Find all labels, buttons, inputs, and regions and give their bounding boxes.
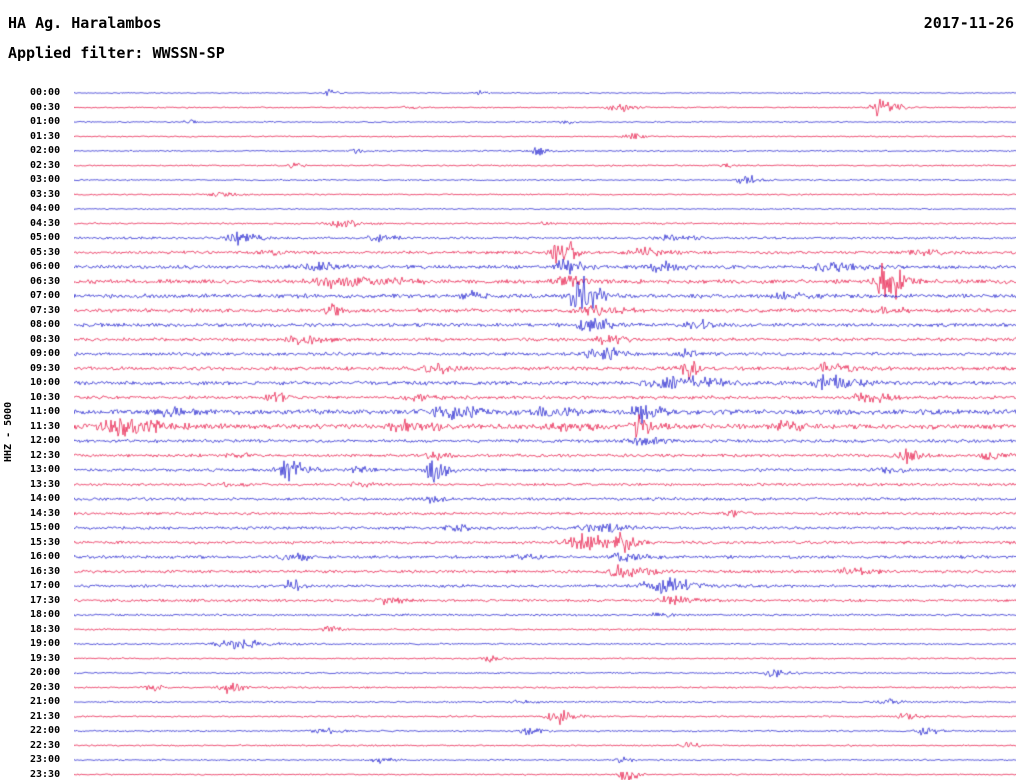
- trace-time-label: 07:00: [30, 290, 61, 301]
- trace-time-label: 14:00: [30, 493, 61, 504]
- trace-time-label: 23:30: [30, 768, 61, 780]
- trace-time-label: 00:00: [30, 87, 61, 98]
- trace-time-label: 07:30: [30, 304, 61, 316]
- trace-time-label: 11:30: [30, 420, 61, 432]
- trace-time-label: 19:30: [30, 652, 61, 664]
- trace-time-label: 04:30: [30, 217, 61, 229]
- trace-time-label: 10:30: [30, 391, 61, 403]
- trace-time-label: 06:30: [30, 275, 61, 287]
- trace-time-label: 12:30: [30, 449, 61, 461]
- trace-time-label: 00:30: [30, 101, 61, 113]
- trace-time-label: 10:00: [30, 377, 61, 388]
- trace-time-label: 02:30: [30, 159, 61, 171]
- trace-time-label: 08:30: [30, 333, 61, 345]
- trace-time-label: 01:00: [30, 116, 61, 127]
- trace-time-label: 19:00: [30, 638, 61, 649]
- trace-time-label: 22:30: [30, 739, 61, 751]
- trace-time-label: 13:00: [30, 464, 61, 475]
- trace-time-label: 03:00: [30, 174, 61, 185]
- date-label: 2017-11-26: [923, 14, 1014, 32]
- trace-time-label: 17:30: [30, 594, 61, 606]
- trace-time-label: 20:00: [30, 667, 61, 678]
- trace-time-label: 08:00: [30, 319, 61, 330]
- trace-time-label: 01:30: [30, 130, 61, 142]
- helicorder-canvas: [74, 80, 1016, 780]
- trace-time-label: 03:30: [30, 188, 61, 200]
- filter-label: Applied filter: WWSSN-SP: [8, 44, 225, 62]
- trace-time-label: 15:30: [30, 536, 61, 548]
- station-title: HA Ag. Haralambos: [8, 14, 162, 32]
- trace-time-label: 13:30: [30, 478, 61, 490]
- channel-scale-label: HHZ - 5000: [3, 401, 14, 462]
- trace-time-label: 04:00: [30, 203, 61, 214]
- trace-time-label: 15:00: [30, 522, 61, 533]
- trace-time-label: 05:30: [30, 246, 61, 258]
- trace-time-label: 09:30: [30, 362, 61, 374]
- trace-time-label: 18:30: [30, 623, 61, 635]
- trace-time-label: 14:30: [30, 507, 61, 519]
- trace-time-label: 17:00: [30, 580, 61, 591]
- trace-time-label: 20:30: [30, 681, 61, 693]
- trace-time-labels: 00:00 00:30 01:00 01:30 02:00 02:30 03:00 03:30…: [30, 80, 74, 780]
- trace-time-label: 22:00: [30, 725, 61, 736]
- trace-time-label: 21:30: [30, 710, 61, 722]
- trace-time-label: 12:00: [30, 435, 61, 446]
- trace-time-label: 23:00: [30, 754, 61, 765]
- trace-time-label: 05:00: [30, 232, 61, 243]
- trace-time-label: 09:00: [30, 348, 61, 359]
- trace-time-label: 02:00: [30, 145, 61, 156]
- trace-time-label: 06:00: [30, 261, 61, 272]
- trace-time-label: 21:00: [30, 696, 61, 707]
- trace-time-label: 11:00: [30, 406, 61, 417]
- trace-time-label: 16:00: [30, 551, 61, 562]
- trace-time-label: 18:00: [30, 609, 61, 620]
- trace-time-label: 16:30: [30, 565, 61, 577]
